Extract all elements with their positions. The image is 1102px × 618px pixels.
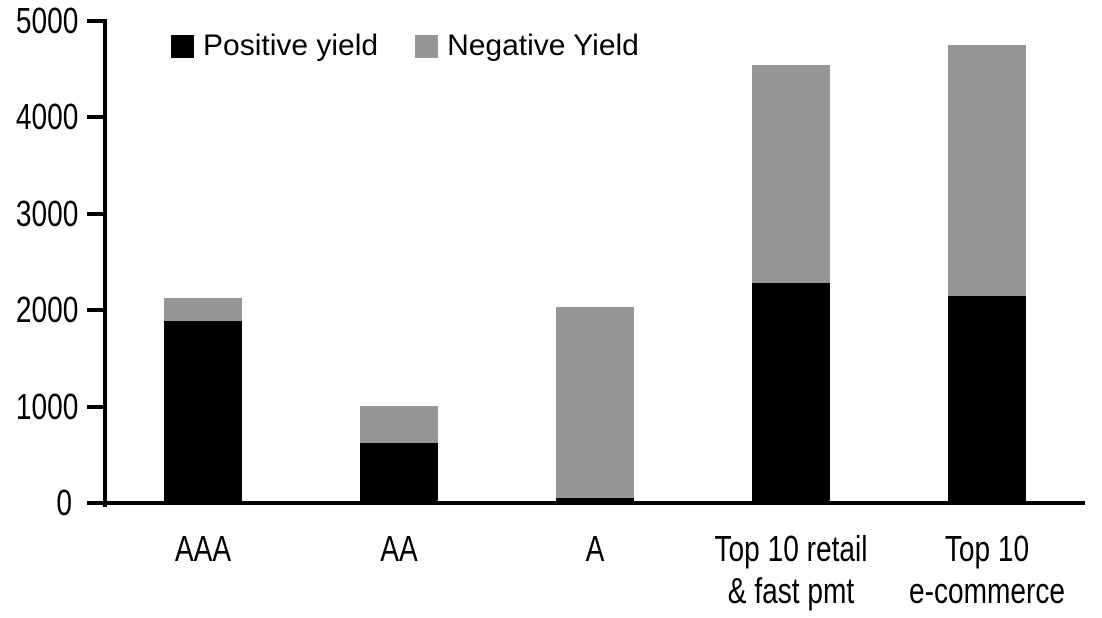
y-tick-4000: [87, 115, 105, 120]
x-category-label-aa: AA: [274, 528, 524, 570]
y-tick-2000: [87, 308, 105, 313]
x-category-label-a: A: [470, 528, 720, 570]
bar-segment-a-positive-yield: [556, 497, 634, 503]
legend-swatch-positive-yield: [171, 34, 194, 58]
bar-segment-top-10-e-commerce-positive-yield: [948, 296, 1026, 503]
bar-segment-aa-negative-yield: [360, 406, 438, 444]
x-category-label-aaa: AAA: [78, 528, 328, 570]
bar-segment-top-10-e-commerce-negative-yield: [948, 45, 1026, 297]
x-category-label-line: A: [585, 528, 605, 569]
x-category-label-line: Top 10: [944, 528, 1030, 569]
x-category-label-line: AA: [380, 528, 418, 569]
y-tick-label-3000: 3000: [15, 192, 79, 234]
bar-segment-top-10-retail-fast-pmt-negative-yield: [752, 64, 830, 283]
y-tick-label-5000: 5000: [15, 0, 79, 41]
y-tick-label-2000: 2000: [15, 289, 79, 331]
x-axis-line: [87, 501, 1085, 505]
bar-segment-top-10-retail-fast-pmt-positive-yield: [752, 282, 830, 503]
x-category-label-line: Top 10 retail: [714, 528, 868, 569]
legend-item-positive-yield: Positive yield: [171, 31, 378, 61]
y-tick-5000: [87, 19, 105, 23]
y-tick-label-4000: 4000: [15, 96, 79, 138]
y-tick-1000: [87, 404, 105, 409]
y-tick-3000: [87, 211, 105, 216]
legend-label-positive-yield: Positive yield: [203, 29, 379, 62]
x-category-label-line: & fast pmt: [727, 570, 855, 611]
bar-segment-a-negative-yield: [556, 307, 634, 498]
y-tick-label-0: 0: [56, 482, 72, 523]
legend-swatch-negative-yield: [415, 34, 439, 58]
x-category-label-top-10-e-commerce: Top 10 e-commerce: [862, 528, 1102, 612]
chart-legend: Positive yield Negative Yield: [171, 31, 639, 61]
y-tick-label-1000: 1000: [15, 385, 79, 427]
x-category-label-line: e-commerce: [908, 570, 1066, 611]
y-axis-line: [103, 19, 107, 507]
bar-segment-aa-positive-yield: [360, 443, 438, 503]
x-category-label-top-10-retail-fast-pmt: Top 10 retail & fast pmt: [666, 528, 916, 612]
legend-label-negative-yield: Negative Yield: [447, 29, 639, 62]
x-category-label-line: AAA: [174, 528, 232, 569]
legend-item-negative-yield: Negative Yield: [415, 31, 639, 61]
bar-segment-aaa-positive-yield: [164, 320, 242, 503]
bar-segment-aaa-negative-yield: [164, 298, 242, 321]
